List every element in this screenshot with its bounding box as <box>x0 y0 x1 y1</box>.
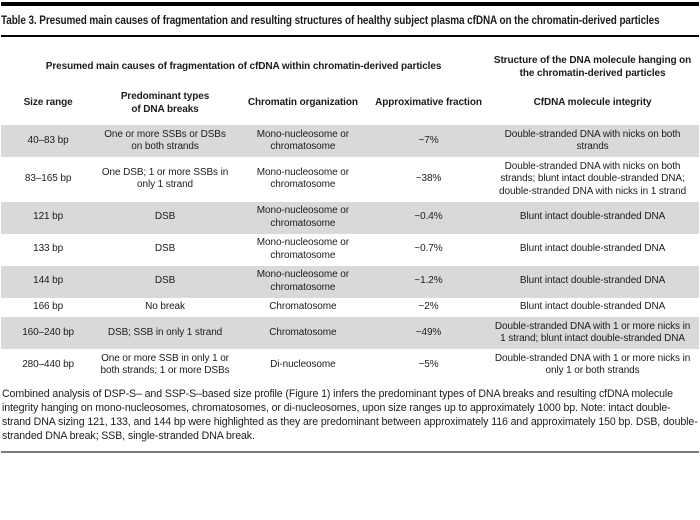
group-header-structure-label: Structure of the DNA molecule hanging on… <box>493 55 692 79</box>
cell-size-range: 144 bp <box>33 275 64 287</box>
table-row: 83–165 bp One DSB; 1 or more SSBs in onl… <box>1 157 699 202</box>
cell-chromatin-organization: Mono-nucleosome or chromatosome <box>256 128 349 153</box>
cell-size-range: 166 bp <box>33 301 64 312</box>
cell-approximative-fraction: ~0.7% <box>414 243 443 255</box>
cell-approximative-fraction: ~0.4% <box>414 211 443 223</box>
cell-size-range: 40–83 bp <box>27 134 69 146</box>
table-row: 40–83 bp One or more SSBs or DSBs on bot… <box>1 125 699 157</box>
group-header-row: Presumed main causes of fragmentation of… <box>1 37 699 88</box>
cell-chromatin-organization: Chromatosome <box>269 301 337 312</box>
cell-chromatin-organization: Chromatosome <box>269 326 337 338</box>
cell-cfdna-integrity: Double-stranded DNA with 1 or more nicks… <box>494 320 691 345</box>
bottom-rule <box>1 451 699 454</box>
cell-size-range: 160–240 bp <box>22 326 75 338</box>
cell-chromatin-organization: Di-nucleosome <box>270 358 336 370</box>
col-header-dna-breaks-label: Predominant types of DNA breaks <box>120 91 210 115</box>
fragmentation-table: Presumed main causes of fragmentation of… <box>1 37 699 381</box>
cell-chromatin-organization: Mono-nucleosome or chromatosome <box>256 166 349 191</box>
col-header-cfdna-integrity: CfDNA molecule integrity <box>486 88 699 125</box>
col-header-size-range: Size range <box>1 88 95 125</box>
table-body: 40–83 bp One or more SSBs or DSBs on bot… <box>1 125 699 381</box>
table-row: 133 bp DSB Mono-nucleosome or chromatoso… <box>1 234 699 266</box>
cell-approximative-fraction: ~7% <box>418 134 439 146</box>
cell-cfdna-integrity: Double-stranded DNA with 1 or more nicks… <box>494 352 691 377</box>
cell-approximative-fraction: ~49% <box>415 326 442 338</box>
cell-approximative-fraction: ~2% <box>418 301 439 312</box>
table-row: 280–440 bp One or more SSB in only 1 or … <box>1 349 699 381</box>
group-header-causes-label: Presumed main causes of fragmentation of… <box>45 61 442 73</box>
cell-dna-breaks: DSB <box>154 211 176 223</box>
cell-cfdna-integrity: Blunt intact double-stranded DNA <box>519 301 666 312</box>
col-header-chromatin-organization-label: Chromatin organization <box>247 97 358 109</box>
cell-size-range: 83–165 bp <box>24 173 72 184</box>
cell-cfdna-integrity: Blunt intact double-stranded DNA <box>519 243 666 255</box>
cell-approximative-fraction: ~1.2% <box>414 275 443 287</box>
column-header-row: Size range Predominant types of DNA brea… <box>1 88 699 125</box>
cell-approximative-fraction: ~5% <box>418 358 439 370</box>
cell-dna-breaks: One DSB; 1 or more SSBs in only 1 strand <box>101 166 229 191</box>
table-head: Presumed main causes of fragmentation of… <box>1 37 699 125</box>
cell-size-range: 280–440 bp <box>22 358 75 370</box>
cell-cfdna-integrity: Blunt intact double-stranded DNA <box>519 211 666 223</box>
cell-dna-breaks: No break <box>145 301 185 312</box>
cell-dna-breaks: DSB <box>154 275 176 287</box>
cell-dna-breaks: DSB <box>154 243 176 255</box>
top-rule <box>1 2 699 6</box>
table-row: 166 bp No break Chromatosome ~2% Blunt i… <box>1 298 699 318</box>
col-header-dna-breaks: Predominant types of DNA breaks <box>95 88 235 125</box>
cell-cfdna-integrity: Double-stranded DNA with nicks on both s… <box>504 128 681 153</box>
group-header-causes: Presumed main causes of fragmentation of… <box>1 37 486 88</box>
col-header-approximative-fraction-label: Approximative fraction <box>375 97 482 109</box>
cell-size-range: 133 bp <box>33 243 64 255</box>
cell-cfdna-integrity: Blunt intact double-stranded DNA <box>519 275 666 287</box>
cell-chromatin-organization: Mono-nucleosome or chromatosome <box>256 269 349 293</box>
group-header-structure: Structure of the DNA molecule hanging on… <box>486 37 699 88</box>
cell-chromatin-organization: Mono-nucleosome or chromatosome <box>256 205 349 229</box>
col-header-chromatin-organization: Chromatin organization <box>235 88 371 125</box>
table-row: 160–240 bp DSB; SSB in only 1 strand Chr… <box>1 317 699 349</box>
table-row: 121 bp DSB Mono-nucleosome or chromatoso… <box>1 201 699 234</box>
cell-chromatin-organization: Mono-nucleosome or chromatosome <box>256 237 349 261</box>
cell-dna-breaks: One or more SSBs or DSBs on both strands <box>104 128 226 153</box>
col-header-cfdna-integrity-label: CfDNA molecule integrity <box>533 97 652 109</box>
col-header-approximative-fraction: Approximative fraction <box>371 88 486 125</box>
cell-size-range: 121 bp <box>33 211 64 223</box>
col-header-size-range-label: Size range <box>23 97 73 109</box>
table-footnote: Combined analysis of DSP-S– and SSP-S–ba… <box>2 388 698 443</box>
cell-cfdna-integrity: Double-stranded DNA with nicks on both s… <box>499 160 687 197</box>
table-title: Table 3. Presumed main causes of fragmen… <box>1 15 660 27</box>
table-title-block: Table 3. Presumed main causes of fragmen… <box>1 6 699 37</box>
cell-dna-breaks: DSB; SSB in only 1 strand <box>107 326 223 338</box>
cell-dna-breaks: One or more SSB in only 1 or both strand… <box>100 352 230 377</box>
table-row: 144 bp DSB Mono-nucleosome or chromatoso… <box>1 265 699 298</box>
cell-approximative-fraction: ~38% <box>415 173 442 184</box>
